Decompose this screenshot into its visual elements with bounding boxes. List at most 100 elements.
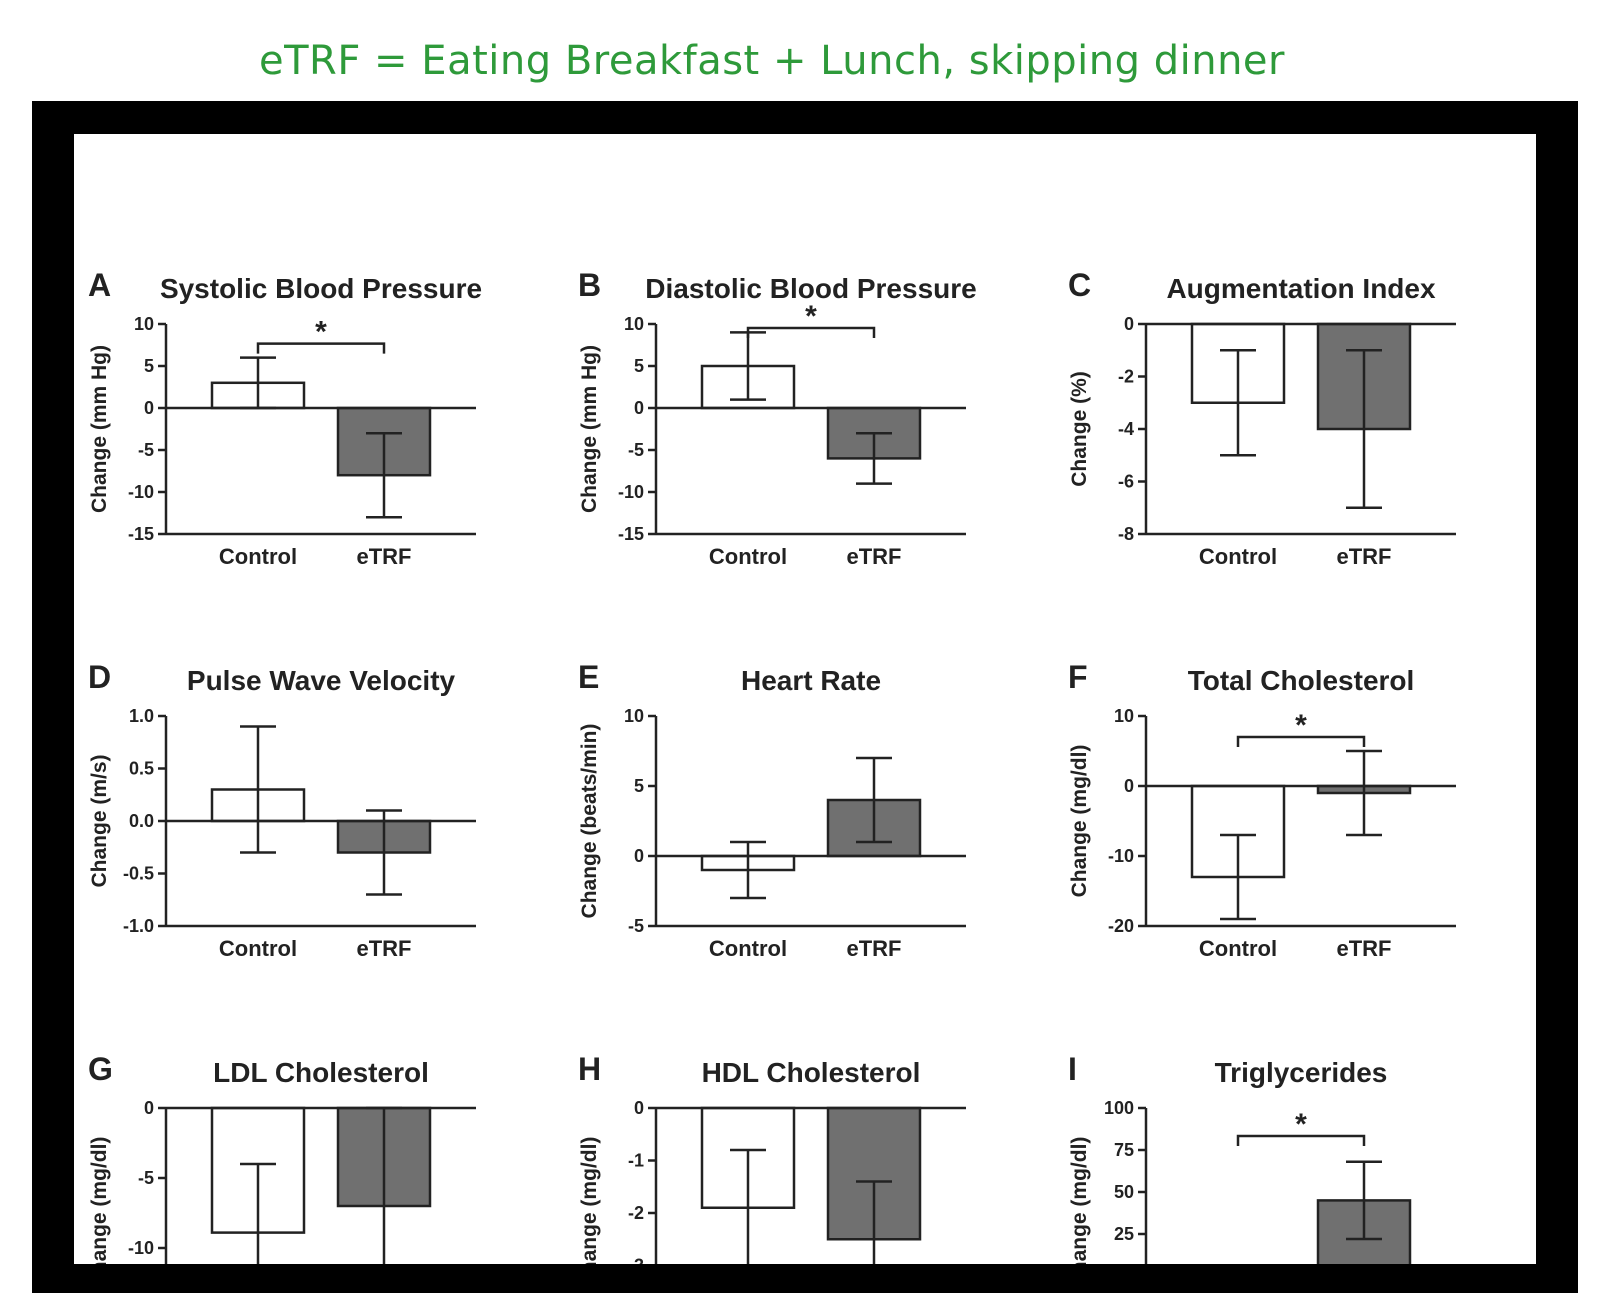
y-tick-label: -4 — [1118, 419, 1134, 439]
y-tick-label: -1.0 — [123, 916, 154, 936]
figure-frame: A Systolic Blood Pressure Change (mm Hg) 10… — [32, 101, 1578, 1293]
y-tick-label: 10 — [624, 706, 644, 726]
x-tick-label: eTRF — [1337, 544, 1392, 569]
y-tick-label: -10 — [1108, 846, 1134, 866]
y-tick-label: 10 — [134, 314, 154, 334]
y-axis-label: Change (mm Hg) — [578, 345, 601, 513]
chart-panel-b: B Diastolic Blood Pressure Change (mm Hg) 1… — [578, 267, 977, 569]
x-tick-label: eTRF — [357, 544, 412, 569]
y-axis-label: Change (mg/dl) — [1068, 1137, 1091, 1264]
y-tick-label: 5 — [144, 356, 154, 376]
y-axis-label: Change (mg/dl) — [1068, 745, 1091, 898]
chart-title: Systolic Blood Pressure — [160, 273, 482, 304]
y-tick-label: 0 — [634, 846, 644, 866]
panel-letter: C — [1068, 267, 1091, 303]
y-tick-label: -15 — [128, 524, 154, 544]
significance-star: * — [805, 300, 817, 333]
y-tick-label: 25 — [1114, 1224, 1134, 1244]
chart-title: HDL Cholesterol — [702, 1057, 921, 1088]
y-tick-label: -5 — [628, 440, 644, 460]
chart-title: Triglycerides — [1215, 1057, 1388, 1088]
x-tick-label: Control — [1199, 936, 1277, 961]
y-tick-label: -1 — [628, 1151, 644, 1171]
significance-bracket — [746, 326, 876, 338]
page-headline: eTRF = Eating Breakfast + Lunch, skippin… — [259, 38, 1285, 84]
significance-bracket — [256, 342, 386, 354]
chart-panel-c: C Augmentation Index Change (%) 0 -2 -4 -6 -8 Co… — [1068, 267, 1456, 569]
y-tick-label: 75 — [1114, 1140, 1134, 1160]
x-tick-label: eTRF — [357, 936, 412, 961]
x-tick-label: eTRF — [1337, 936, 1392, 961]
chart-title: Total Cholesterol — [1188, 665, 1415, 696]
y-tick-label: 10 — [1114, 706, 1134, 726]
y-tick-label: -10 — [618, 482, 644, 502]
y-tick-label: -2 — [1118, 367, 1134, 387]
y-tick-label: 0 — [634, 1098, 644, 1118]
chart-title: Pulse Wave Velocity — [187, 665, 456, 696]
chart-panel-e: E Heart Rate Change (beats/min) 10 5 0 -5 Contr… — [578, 659, 966, 961]
y-tick-label: -6 — [1118, 472, 1134, 492]
y-tick-label: -10 — [128, 1238, 154, 1258]
y-tick-label: -2 — [628, 1203, 644, 1223]
significance-star: * — [1295, 1108, 1307, 1141]
chart-title: Heart Rate — [741, 665, 881, 696]
significance-bracket — [1236, 735, 1366, 747]
significance-star: * — [1295, 709, 1307, 742]
y-tick-label: 1.0 — [129, 706, 154, 726]
figure-panel: A Systolic Blood Pressure Change (mm Hg) 10… — [74, 134, 1536, 1264]
panel-letter: D — [88, 659, 111, 695]
chart-title: LDL Cholesterol — [213, 1057, 429, 1088]
y-tick-label: 100 — [1104, 1098, 1134, 1118]
y-axis-label: Change (mg/dl) — [88, 1137, 111, 1264]
chart-panel-d: D Pulse Wave Velocity Change (m/s) 1.0 0.5 0.… — [88, 659, 476, 961]
y-tick-label: 0.5 — [129, 759, 154, 779]
chart-panel-f: F Total Cholesterol Change (mg/dl) 10 0 -10 -2… — [1068, 659, 1456, 961]
panel-letter: F — [1068, 659, 1088, 695]
chart-title: Diastolic Blood Pressure — [645, 273, 976, 304]
chart-panel-a: A Systolic Blood Pressure Change (mm Hg) 10… — [88, 267, 482, 569]
y-axis-label: Change (mm Hg) — [88, 345, 111, 513]
panel-letter: E — [578, 659, 599, 695]
y-tick-label: 50 — [1114, 1182, 1134, 1202]
y-tick-label: -10 — [128, 482, 154, 502]
y-tick-label: 5 — [634, 776, 644, 796]
y-axis-label: Change (m/s) — [88, 754, 111, 887]
y-tick-label: 5 — [634, 356, 644, 376]
x-tick-label: Control — [709, 936, 787, 961]
y-tick-label: -8 — [1118, 524, 1134, 544]
y-tick-label: -15 — [618, 524, 644, 544]
y-axis-label: Change (mg/dl) — [578, 1137, 601, 1264]
y-tick-label: 0 — [144, 1098, 154, 1118]
y-tick-label: -20 — [1108, 916, 1134, 936]
y-tick-label: -5 — [138, 440, 154, 460]
y-tick-label: 0 — [634, 398, 644, 418]
x-tick-label: eTRF — [847, 936, 902, 961]
y-axis-label: Change (%) — [1068, 371, 1091, 487]
panel-letter: B — [578, 267, 601, 303]
x-tick-label: Control — [709, 544, 787, 569]
y-tick-label: -5 — [138, 1168, 154, 1188]
panel-letter: A — [88, 267, 111, 303]
y-tick-label: -3 — [628, 1256, 644, 1265]
panel-letter: G — [88, 1051, 113, 1087]
y-axis-label: Change (beats/min) — [578, 724, 601, 919]
y-tick-label: -5 — [628, 916, 644, 936]
panel-letter: H — [578, 1051, 601, 1087]
x-tick-label: Control — [219, 936, 297, 961]
y-tick-label: 10 — [624, 314, 644, 334]
y-tick-label: 0 — [144, 398, 154, 418]
y-tick-label: 0 — [1124, 776, 1134, 796]
y-tick-label: -0.5 — [123, 864, 154, 884]
x-tick-label: Control — [1199, 544, 1277, 569]
y-tick-label: 0 — [1124, 314, 1134, 334]
y-tick-label: 0.0 — [129, 811, 154, 831]
significance-bracket — [1236, 1134, 1366, 1146]
bar-chart-grid: A Systolic Blood Pressure Change (mm Hg) 10… — [88, 267, 1456, 1264]
x-tick-label: Control — [219, 544, 297, 569]
chart-title: Augmentation Index — [1166, 273, 1436, 304]
significance-star: * — [315, 316, 327, 349]
x-tick-label: eTRF — [847, 544, 902, 569]
